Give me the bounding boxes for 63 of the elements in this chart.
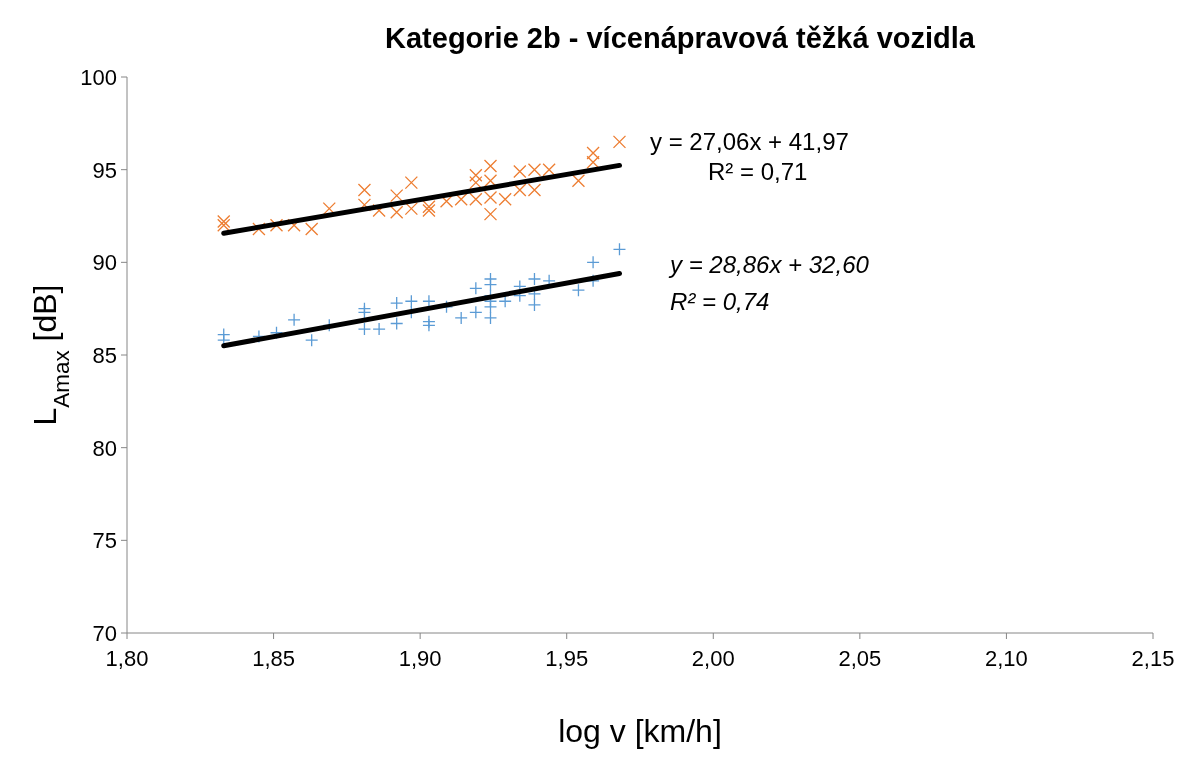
point	[498, 294, 512, 308]
annotation: y = 28,86x + 32,60	[668, 251, 870, 278]
point	[305, 222, 319, 236]
point	[422, 200, 436, 214]
point	[483, 277, 498, 292]
x-tick-label: 2,05	[838, 646, 882, 671]
point	[217, 218, 231, 232]
y-tick-label: 85	[92, 343, 117, 368]
x-tick-label: 1,85	[252, 646, 295, 671]
x-tick-label: 1,90	[398, 646, 442, 671]
point	[586, 255, 600, 269]
point	[454, 311, 468, 325]
point	[390, 205, 404, 219]
point	[469, 281, 483, 295]
point	[422, 203, 436, 218]
point	[357, 302, 372, 316]
point	[483, 311, 498, 325]
y-tick-label: 90	[92, 250, 117, 276]
point	[483, 159, 498, 173]
x-tick-label: 2,00	[691, 646, 735, 671]
point	[422, 318, 436, 332]
point	[469, 305, 483, 320]
y-tick-label: 100	[80, 65, 117, 90]
point	[305, 333, 319, 347]
chart-title: Kategorie 2b - vícenápravová těžká vozidla	[385, 22, 976, 54]
y-tick-label: 75	[92, 528, 117, 554]
point	[217, 214, 231, 229]
point	[571, 174, 586, 188]
x-tick-label: 2,15	[1131, 646, 1175, 671]
point	[404, 175, 418, 190]
point	[469, 168, 483, 182]
point	[287, 313, 301, 327]
point	[586, 274, 600, 288]
point	[357, 183, 372, 197]
annotation: R² = 0,74	[670, 288, 770, 315]
annotation: y = 27,06x + 41,97	[650, 128, 849, 155]
y-tick-label: 95	[92, 157, 117, 183]
point	[612, 135, 627, 149]
point	[390, 188, 404, 203]
point	[483, 300, 498, 314]
point	[483, 207, 498, 221]
point	[357, 322, 372, 336]
annotation: R² = 0,71	[708, 158, 808, 185]
point	[404, 294, 418, 308]
point	[527, 298, 542, 312]
x-axis-title: log v [km/h]	[558, 713, 722, 749]
y-tick-label: 80	[92, 435, 117, 461]
x-tick-label: 1,80	[105, 646, 149, 671]
point	[612, 242, 627, 257]
point	[527, 272, 542, 286]
point	[390, 316, 404, 331]
x-tick-label: 1,95	[545, 646, 589, 671]
y-tick-label: 70	[92, 621, 117, 646]
point	[404, 201, 418, 216]
point	[571, 283, 586, 297]
x-tick-label: 2,10	[985, 646, 1028, 671]
point	[422, 294, 436, 308]
point	[586, 146, 600, 160]
point	[390, 296, 404, 310]
point	[586, 155, 600, 169]
point	[357, 305, 372, 320]
point	[372, 322, 386, 336]
point	[287, 218, 301, 232]
